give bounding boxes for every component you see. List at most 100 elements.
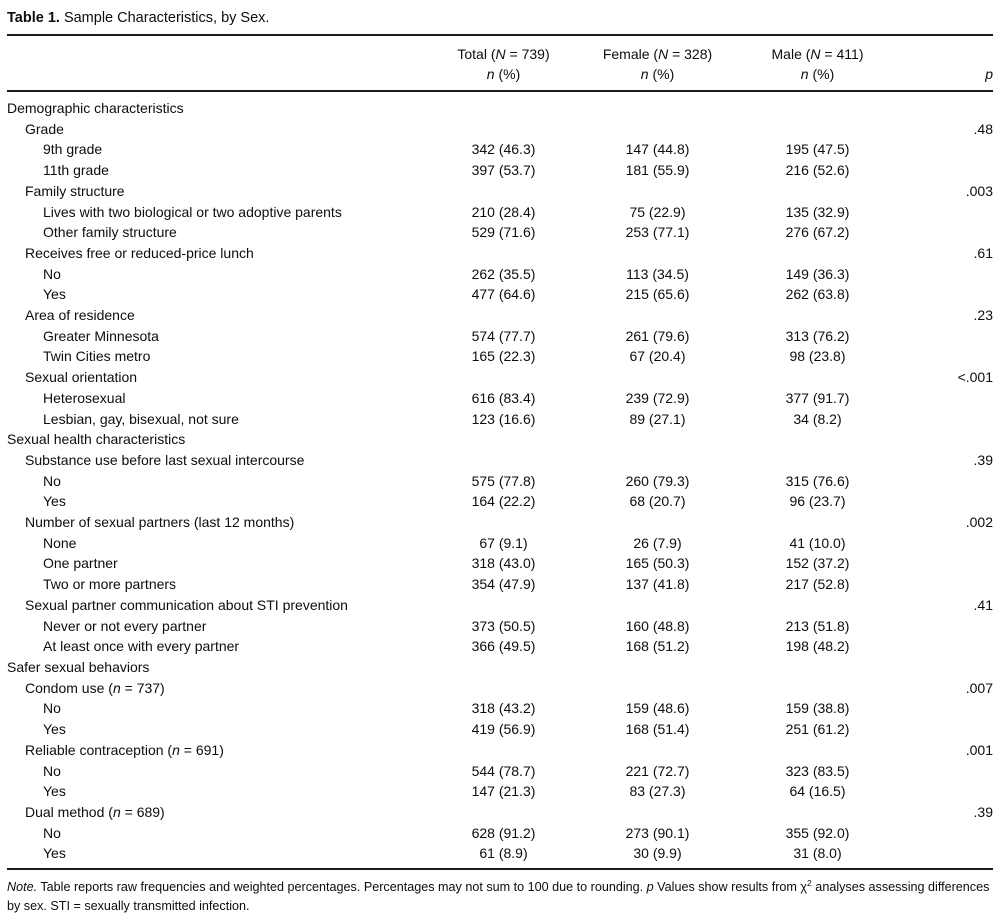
cell-male: 135 (32.9) xyxy=(785,203,850,220)
cell-male: 34 (8.2) xyxy=(793,410,842,427)
cell-p-value: .001 xyxy=(965,741,993,758)
header-row-label-column xyxy=(7,35,437,92)
cell-female xyxy=(570,181,745,202)
cell-female xyxy=(570,119,745,140)
row-label: None xyxy=(43,534,77,551)
cell-male xyxy=(745,429,890,450)
cell-female: 253 (77.1) xyxy=(625,224,690,241)
cell-female xyxy=(570,678,745,699)
cell-male: 262 (63.8) xyxy=(785,286,850,303)
cell-p-value xyxy=(890,139,993,160)
table-row: None 67 (9.1) 26 (7.9) 41 (10.0) xyxy=(7,533,993,554)
sample-characteristics-table: Total (N = 739) n (%) Female (N = 328) n… xyxy=(7,34,993,871)
row-label: Condom use (n = 737) xyxy=(25,679,165,696)
cell-female xyxy=(570,740,745,761)
cell-p-value: .003 xyxy=(965,182,993,199)
cell-total: 318 (43.2) xyxy=(471,700,536,717)
table-note: Note. Table reports raw frequencies and … xyxy=(7,877,990,914)
row-label: Sexual partner communication about STI p… xyxy=(25,596,348,613)
table-row: Family structure .003 xyxy=(7,181,993,202)
cell-total: 61 (8.9) xyxy=(479,845,528,862)
cell-male: 216 (52.6) xyxy=(785,162,850,179)
table-row: Yes 147 (21.3) 83 (27.3) 64 (16.5) xyxy=(7,781,993,802)
table-row: Reliable contraception (n = 691) .001 xyxy=(7,740,993,761)
header-total-line1: Total (N = 739) xyxy=(457,46,550,62)
cell-male xyxy=(745,657,890,678)
cell-male: 159 (38.8) xyxy=(785,700,850,717)
table-row: Yes 419 (56.9) 168 (51.4) 251 (61.2) xyxy=(7,719,993,740)
cell-p-value xyxy=(890,202,993,223)
table-row: Grade .48 xyxy=(7,119,993,140)
cell-male xyxy=(745,595,890,616)
table-row: No 544 (78.7) 221 (72.7) 323 (83.5) xyxy=(7,761,993,782)
cell-male xyxy=(745,367,890,388)
header-p-label: p xyxy=(985,66,993,82)
cell-female: 273 (90.1) xyxy=(625,824,690,841)
cell-male: 149 (36.3) xyxy=(785,265,850,282)
cell-p-value xyxy=(890,698,993,719)
cell-total: 210 (28.4) xyxy=(471,203,536,220)
header-p-column: p xyxy=(890,35,993,92)
row-label: Yes xyxy=(43,845,66,862)
cell-p-value: .39 xyxy=(973,803,993,820)
row-label: Lesbian, gay, bisexual, not sure xyxy=(43,410,239,427)
table-row: Area of residence .23 xyxy=(7,305,993,326)
cell-p-value: .41 xyxy=(973,596,993,613)
cell-male: 276 (67.2) xyxy=(785,224,850,241)
cell-total: 354 (47.9) xyxy=(471,576,536,593)
table-row: Substance use before last sexual interco… xyxy=(7,450,993,471)
cell-female: 137 (41.8) xyxy=(625,576,690,593)
cell-p-value: .39 xyxy=(973,451,993,468)
table-row: 11th grade 397 (53.7) 181 (55.9) 216 (52.6) xyxy=(7,160,993,181)
cell-female: 89 (27.1) xyxy=(629,410,686,427)
cell-female: 113 (34.5) xyxy=(626,265,689,282)
cell-p-value: .002 xyxy=(965,514,993,531)
row-label: No xyxy=(43,700,61,717)
cell-male: 315 (76.6) xyxy=(785,472,850,489)
table-row: 9th grade 342 (46.3) 147 (44.8) 195 (47.5) xyxy=(7,139,993,160)
cell-p-value xyxy=(890,553,993,574)
row-label: One partner xyxy=(43,555,118,572)
table-row: Number of sexual partners (last 12 month… xyxy=(7,512,993,533)
cell-female: 261 (79.6) xyxy=(625,327,690,344)
row-label: Yes xyxy=(43,286,66,303)
cell-female xyxy=(570,802,745,823)
cell-total: 318 (43.0) xyxy=(471,555,536,572)
cell-female: 26 (7.9) xyxy=(633,534,682,551)
table-title: Table 1. Sample Characteristics, by Sex. xyxy=(7,0,993,34)
table-row: Condom use (n = 737) .007 xyxy=(7,678,993,699)
row-label: Family structure xyxy=(25,182,125,199)
row-label: Twin Cities metro xyxy=(43,348,151,365)
table-row: No 262 (35.5) 113 (34.5) 149 (36.3) xyxy=(7,264,993,285)
cell-p-value xyxy=(890,91,993,119)
cell-female: 239 (72.9) xyxy=(625,389,690,406)
cell-p-value: .23 xyxy=(973,307,993,324)
cell-p-value: .007 xyxy=(965,679,993,696)
cell-total: 366 (49.5) xyxy=(471,638,536,655)
cell-female: 160 (48.8) xyxy=(625,617,690,634)
cell-p-value xyxy=(890,636,993,657)
row-label: Dual method (n = 689) xyxy=(25,803,165,820)
row-label: No xyxy=(43,762,61,779)
cell-female: 68 (20.7) xyxy=(629,493,686,510)
cell-female xyxy=(570,595,745,616)
table-row: Yes 164 (22.2) 68 (20.7) 96 (23.7) xyxy=(7,491,993,512)
cell-p-value xyxy=(890,823,993,844)
cell-total xyxy=(437,450,570,471)
cell-female xyxy=(570,429,745,450)
table-row: Safer sexual behaviors xyxy=(7,657,993,678)
table-row: Other family structure 529 (71.6) 253 (77.… xyxy=(7,222,993,243)
header-total-column: Total (N = 739) n (%) xyxy=(437,35,570,92)
cell-total: 262 (35.5) xyxy=(471,265,536,282)
table-row: Heterosexual 616 (83.4) 239 (72.9) 377 (91.… xyxy=(7,388,993,409)
cell-female: 83 (27.3) xyxy=(629,783,686,800)
cell-female: 260 (79.3) xyxy=(625,472,690,489)
cell-total: 575 (77.8) xyxy=(471,472,536,489)
cell-total: 123 (16.6) xyxy=(471,410,536,427)
cell-male: 41 (10.0) xyxy=(789,534,846,551)
cell-total: 373 (50.5) xyxy=(471,617,536,634)
row-label: Grade xyxy=(25,120,64,137)
cell-male: 355 (92.0) xyxy=(785,824,850,841)
table-row: At least once with every partner 366 (49.… xyxy=(7,636,993,657)
cell-male xyxy=(745,305,890,326)
